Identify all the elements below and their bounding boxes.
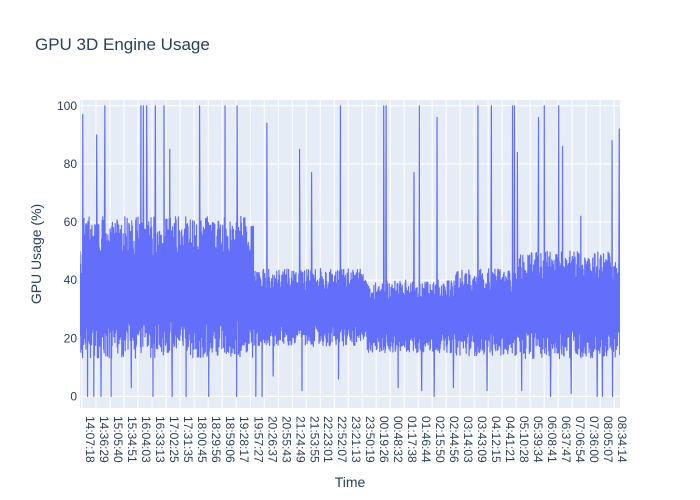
chart-title: GPU 3D Engine Usage (35, 35, 210, 54)
x-tick-label: 00:48:32 (391, 416, 405, 463)
y-axis-title: GPU Usage (%) (28, 204, 44, 304)
x-tick-label: 04:41:21 (503, 416, 517, 463)
series-group (80, 105, 620, 397)
x-tick-label: 02:15:50 (433, 416, 447, 463)
x-tick-label: 03:14:03 (461, 416, 475, 463)
x-tick-label: 20:55:43 (279, 416, 293, 463)
x-tick-label: 21:53:55 (307, 416, 321, 463)
x-tick-label: 16:33:13 (153, 416, 167, 463)
x-tick-label: 22:52:07 (335, 416, 349, 463)
x-tick-label: 15:34:51 (125, 416, 139, 463)
x-axis-title: Time (335, 474, 366, 490)
y-tick-label: 20 (64, 331, 78, 345)
x-tick-label: 05:39:34 (531, 416, 545, 463)
x-tick-label: 08:34:14 (615, 416, 629, 463)
x-tick-label: 23:21:13 (349, 416, 363, 463)
y-tick-label: 80 (64, 157, 78, 171)
series-line (80, 105, 620, 397)
x-tick-label: 01:17:38 (405, 416, 419, 463)
x-tick-label: 18:59:06 (223, 416, 237, 463)
y-axis-ticks: 0 20 40 60 80 100 (57, 99, 77, 404)
x-tick-label: 06:37:47 (559, 416, 573, 463)
x-tick-label: 20:26:37 (265, 416, 279, 463)
x-tick-label: 06:08:41 (545, 416, 559, 463)
x-axis-ticks: 14:07:18 14:36:29 15:05:40 15:34:51 16:04:03… (83, 416, 629, 463)
x-tick-label: 14:36:29 (97, 416, 111, 463)
x-tick-label: 15:05:40 (111, 416, 125, 463)
x-tick-label: 18:00:45 (195, 416, 209, 463)
x-tick-label: 14:07:18 (83, 416, 97, 463)
x-tick-label: 16:04:03 (139, 416, 153, 463)
x-tick-label: 19:28:17 (237, 416, 251, 463)
x-tick-label: 21:24:49 (293, 416, 307, 463)
x-tick-label: 08:05:07 (601, 416, 615, 463)
x-tick-label: 19:57:27 (251, 416, 265, 463)
y-tick-label: 60 (64, 215, 78, 229)
x-tick-label: 00:19:26 (377, 416, 391, 463)
x-tick-label: 07:06:54 (573, 416, 587, 463)
x-tick-label: 04:12:15 (489, 416, 503, 463)
x-tick-label: 22:23:01 (321, 416, 335, 463)
x-tick-label: 07:36:00 (587, 416, 601, 463)
x-tick-label: 17:02:25 (167, 416, 181, 463)
x-tick-label: 05:10:28 (517, 416, 531, 463)
y-tick-label: 100 (57, 99, 77, 113)
y-tick-label: 40 (64, 273, 78, 287)
x-tick-label: 23:50:19 (363, 416, 377, 463)
x-tick-label: 17:31:35 (181, 416, 195, 463)
x-tick-label: 01:46:44 (419, 416, 433, 463)
x-tick-label: 03:43:09 (475, 416, 489, 463)
y-tick-label: 0 (70, 389, 77, 403)
x-tick-label: 02:44:56 (447, 416, 461, 463)
x-tick-label: 18:29:56 (209, 416, 223, 463)
